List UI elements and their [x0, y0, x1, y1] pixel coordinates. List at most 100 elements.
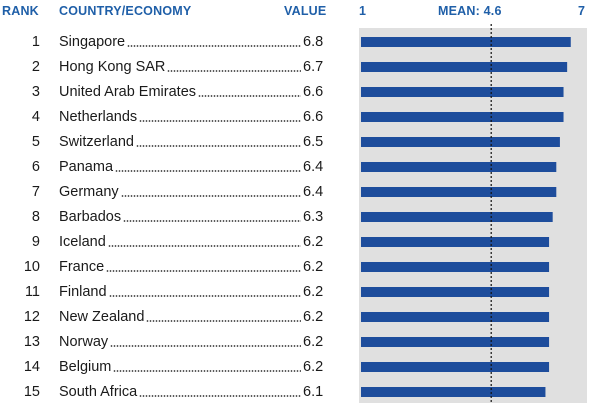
dot-leader — [198, 95, 301, 97]
rank-header: RANK — [2, 4, 39, 18]
bar — [361, 312, 550, 322]
dot-leader — [167, 70, 301, 72]
country-cell: Switzerland — [59, 134, 303, 152]
bar — [361, 387, 546, 397]
bar — [361, 212, 553, 222]
country-cell: United Arab Emirates — [59, 84, 303, 102]
value-label: 6.3 — [303, 209, 324, 225]
bar — [361, 162, 557, 172]
bar — [361, 112, 564, 122]
value-label: 6.2 — [303, 284, 324, 300]
dot-leader — [146, 320, 301, 322]
country-name: Barbados — [59, 209, 122, 225]
bar — [361, 237, 550, 247]
country-name: Netherlands — [59, 109, 138, 125]
country-name: Iceland — [59, 234, 106, 250]
country-cell: Singapore — [59, 34, 303, 52]
value-label: 6.2 — [303, 359, 324, 375]
rank-cell: 15 — [23, 384, 40, 400]
value-label: 6.1 — [303, 384, 324, 400]
country-name: Norway — [59, 334, 109, 350]
dot-leader — [127, 45, 301, 47]
table-row: 4 Netherlands 6.6 — [0, 105, 355, 130]
dot-leader — [139, 395, 301, 397]
dot-leader — [107, 245, 301, 247]
rank-cell: 11 — [24, 284, 40, 300]
rank-cell: 1 — [31, 34, 40, 50]
country-cell: New Zealand — [59, 309, 303, 327]
country-name: France — [59, 259, 105, 275]
value-label: 6.8 — [303, 34, 324, 50]
rank-cell: 4 — [31, 109, 40, 125]
dot-leader — [110, 345, 301, 347]
bar — [361, 262, 550, 272]
rank-cell: 9 — [31, 234, 40, 250]
rank-cell: 13 — [23, 334, 40, 350]
table-row: 10 France 6.2 — [0, 255, 355, 280]
dot-leader — [115, 170, 301, 172]
country-cell: Belgium — [59, 359, 303, 377]
country-cell: South Africa — [59, 384, 303, 402]
table-row: 15 South Africa 6.1 — [0, 380, 355, 405]
rank-cell: 8 — [31, 209, 40, 225]
table-row: 2 Hong Kong SAR 6.7 — [0, 55, 355, 80]
bar — [361, 362, 550, 372]
table-row: 9 Iceland 6.2 — [0, 230, 355, 255]
country-cell: France — [59, 259, 303, 277]
table-row: 13 Norway 6.2 — [0, 330, 355, 355]
country-cell: Netherlands — [59, 109, 303, 127]
bar — [361, 87, 564, 97]
table-row: 7 Germany 6.4 — [0, 180, 355, 205]
value-label: 6.2 — [303, 259, 324, 275]
dot-leader — [106, 270, 301, 272]
table-row: 11 Finland 6.2 — [0, 280, 355, 305]
value-header: VALUE — [284, 4, 327, 18]
dot-leader — [113, 370, 301, 372]
country-name: South Africa — [59, 384, 138, 400]
country-name: Switzerland — [59, 134, 134, 150]
rank-cell: 3 — [31, 84, 40, 100]
country-name: Belgium — [59, 359, 112, 375]
table-row: 8 Barbados 6.3 — [0, 205, 355, 230]
ranking-table: 1 Singapore 6.8 2 Hong Kong SAR 6.7 3 United Ar… — [0, 30, 355, 405]
rank-cell: 14 — [23, 359, 40, 375]
axis-max-label: 7 — [578, 4, 586, 18]
country-name: Singapore — [59, 34, 126, 50]
country-name: Panama — [59, 159, 114, 175]
dot-leader — [108, 295, 301, 297]
country-name: New Zealand — [59, 309, 145, 325]
value-label: 6.4 — [303, 184, 324, 200]
rank-cell: 5 — [31, 134, 40, 150]
bar — [361, 337, 550, 347]
axis-min-label: 1 — [359, 4, 367, 18]
rank-cell: 12 — [23, 309, 40, 325]
country-name: Finland — [59, 284, 107, 300]
country-name: United Arab Emirates — [59, 84, 197, 100]
rank-cell: 6 — [31, 159, 40, 175]
dot-leader — [120, 195, 301, 197]
bar — [361, 62, 568, 72]
country-name: Germany — [59, 184, 119, 200]
value-label: 6.2 — [303, 309, 324, 325]
value-label: 6.2 — [303, 334, 324, 350]
country-cell: Hong Kong SAR — [59, 59, 303, 77]
table-row: 14 Belgium 6.2 — [0, 355, 355, 380]
mean-label: MEAN: 4.6 — [438, 4, 502, 18]
value-label: 6.2 — [303, 234, 324, 250]
bar — [361, 37, 571, 47]
table-row: 1 Singapore 6.8 — [0, 30, 355, 55]
table-row: 6 Panama 6.4 — [0, 155, 355, 180]
value-label: 6.7 — [303, 59, 324, 75]
country-cell: Panama — [59, 159, 303, 177]
value-label: 6.4 — [303, 159, 324, 175]
rank-cell: 2 — [31, 59, 40, 75]
dot-leader — [123, 220, 301, 222]
table-row: 3 United Arab Emirates 6.6 — [0, 80, 355, 105]
bar — [361, 287, 550, 297]
table-row: 12 New Zealand 6.2 — [0, 305, 355, 330]
country-header: COUNTRY/ECONOMY — [59, 4, 192, 18]
value-label: 6.5 — [303, 134, 324, 150]
table-row: 5 Switzerland 6.5 — [0, 130, 355, 155]
dot-leader — [139, 120, 301, 122]
